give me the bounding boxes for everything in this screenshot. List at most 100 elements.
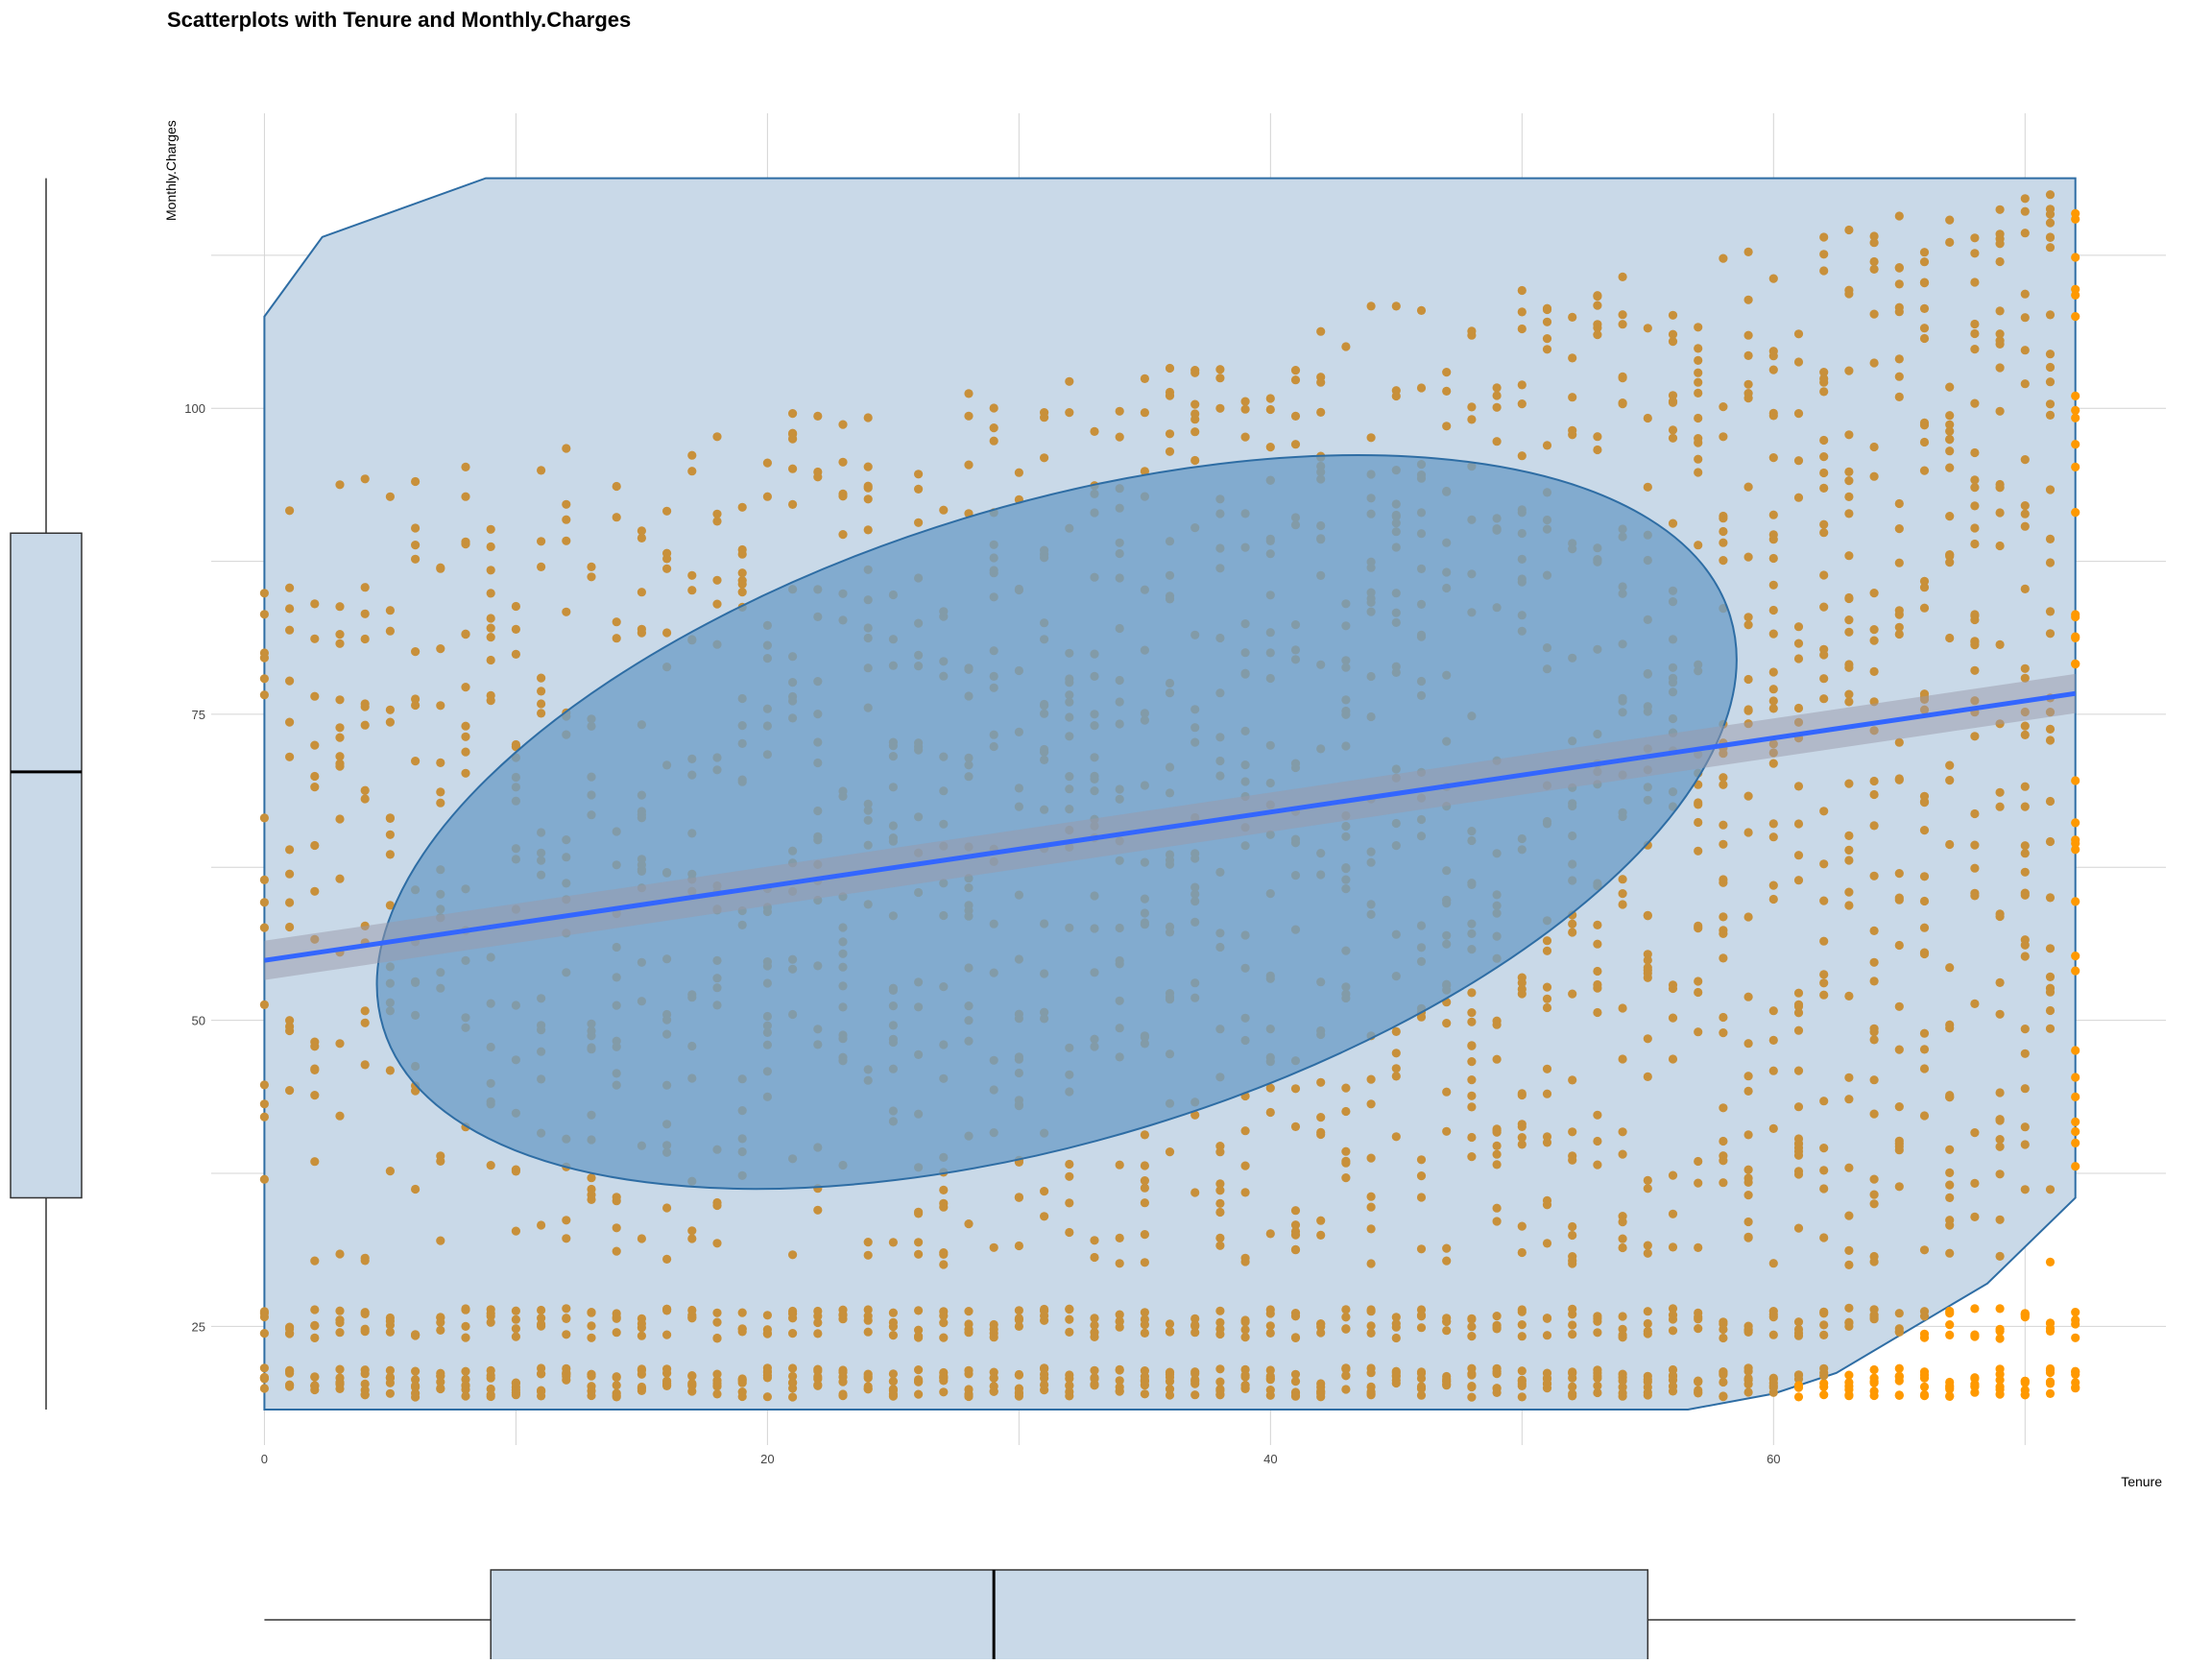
- data-point: [1014, 1370, 1023, 1380]
- data-point: [863, 1327, 873, 1337]
- data-point: [259, 674, 269, 684]
- data-point: [1593, 1007, 1602, 1018]
- data-point: [1618, 1333, 1627, 1342]
- data-point: [1542, 1132, 1552, 1142]
- data-point: [914, 1325, 924, 1335]
- data-point: [1140, 374, 1149, 383]
- data-point: [687, 586, 697, 595]
- data-point: [1341, 1158, 1351, 1168]
- data-point: [914, 1377, 924, 1387]
- data-point: [1819, 1330, 1829, 1339]
- data-point: [2020, 1185, 2030, 1194]
- data-point: [335, 814, 345, 824]
- data-point: [1517, 1366, 1527, 1376]
- data-point: [1190, 1376, 1200, 1386]
- data-point: [2071, 391, 2080, 400]
- data-point: [762, 458, 773, 468]
- data-point: [1568, 1230, 1577, 1241]
- y-tick-label: 50: [192, 1014, 205, 1028]
- data-point: [1391, 1072, 1401, 1081]
- data-point: [562, 1314, 571, 1323]
- data-point: [1290, 1245, 1301, 1255]
- data-point: [863, 413, 873, 422]
- data-point: [511, 1226, 521, 1236]
- data-point: [1894, 524, 1904, 534]
- data-point: [1995, 508, 2005, 518]
- data-point: [1341, 342, 1351, 351]
- data-point: [1316, 1387, 1326, 1396]
- data-point: [1793, 1328, 1804, 1338]
- data-point: [511, 601, 521, 612]
- data-point: [1165, 1385, 1175, 1394]
- data-point: [1442, 368, 1452, 377]
- data-point: [1190, 399, 1200, 409]
- data-point: [411, 1392, 421, 1402]
- data-point: [259, 653, 269, 663]
- data-point: [1643, 1383, 1652, 1392]
- data-point: [888, 1322, 899, 1332]
- data-point: [1568, 353, 1577, 363]
- data-point: [1894, 307, 1904, 317]
- data-point: [2071, 413, 2080, 422]
- data-point: [562, 1304, 571, 1314]
- data-point: [1467, 1091, 1477, 1100]
- data-point: [1894, 263, 1904, 273]
- data-point: [1668, 397, 1678, 406]
- data-point: [486, 524, 495, 534]
- data-point: [1265, 1305, 1275, 1314]
- data-point: [1919, 324, 1930, 333]
- data-point: [838, 457, 848, 467]
- data-point: [1869, 789, 1879, 800]
- data-point: [486, 1384, 495, 1394]
- data-point: [1869, 821, 1879, 831]
- data-point: [285, 676, 295, 686]
- data-point: [1467, 1057, 1477, 1067]
- data-point: [1643, 1248, 1652, 1258]
- data-point: [1694, 1242, 1703, 1252]
- data-point: [587, 1390, 596, 1401]
- data-point: [385, 626, 395, 636]
- data-point: [712, 432, 722, 442]
- data-point: [2071, 1073, 2080, 1082]
- data-point: [486, 633, 495, 642]
- x-tick-label: 60: [1767, 1452, 1780, 1466]
- data-point: [2020, 584, 2030, 594]
- data-point: [762, 1311, 773, 1320]
- data-point: [310, 634, 320, 643]
- data-point: [914, 1249, 924, 1259]
- data-point: [360, 1006, 370, 1016]
- data-point: [1945, 776, 1955, 785]
- data-point: [1743, 1321, 1753, 1331]
- data-point: [1366, 1099, 1376, 1109]
- data-point: [939, 1198, 949, 1208]
- data-point: [2020, 1378, 2030, 1387]
- data-point: [1768, 880, 1778, 890]
- data-point: [1995, 329, 2005, 339]
- data-point: [1919, 1382, 1930, 1391]
- data-point: [1618, 310, 1627, 320]
- data-point: [2071, 660, 2080, 669]
- data-point: [1517, 451, 1527, 461]
- data-point: [989, 423, 998, 433]
- data-point: [1517, 380, 1527, 390]
- data-point: [259, 589, 269, 598]
- data-point: [1542, 317, 1552, 326]
- data-point: [2020, 1084, 2030, 1094]
- data-point: [1366, 1259, 1376, 1268]
- data-point: [310, 1091, 320, 1100]
- data-point: [1743, 1366, 1753, 1376]
- data-point: [411, 1381, 421, 1390]
- data-point: [1115, 1316, 1124, 1326]
- data-point: [1719, 820, 1728, 830]
- data-point: [1844, 856, 1854, 865]
- data-point: [1894, 1309, 1904, 1318]
- data-point: [1290, 1333, 1301, 1342]
- data-point: [1115, 1233, 1124, 1242]
- data-point: [486, 1317, 495, 1327]
- data-point: [1869, 1174, 1879, 1184]
- data-point: [1442, 386, 1452, 396]
- data-point: [1517, 1133, 1527, 1143]
- data-point: [461, 1333, 470, 1342]
- data-point: [587, 1173, 596, 1183]
- data-point: [1316, 1077, 1326, 1087]
